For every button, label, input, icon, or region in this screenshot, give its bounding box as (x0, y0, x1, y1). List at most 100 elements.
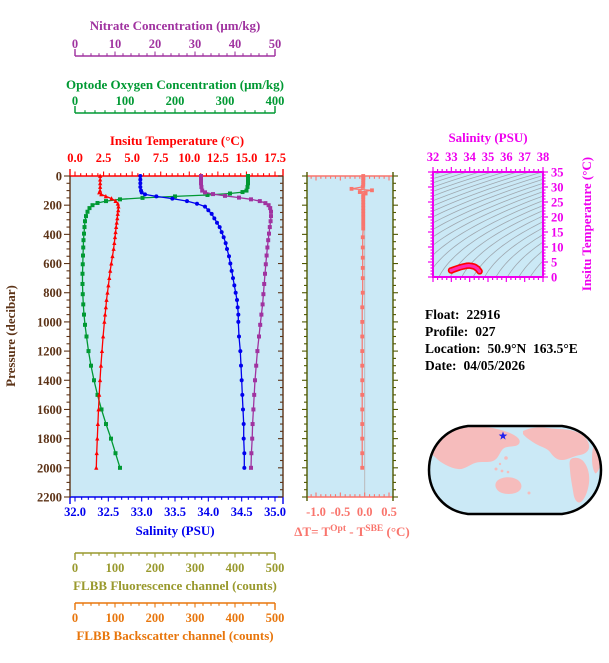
data-marker (361, 203, 366, 208)
axis-tick-label: 100 (106, 561, 125, 575)
data-marker (360, 363, 365, 368)
data-marker (199, 184, 204, 189)
axis-tick-label: 32 (427, 150, 440, 164)
axis-tick-label: 1400 (37, 374, 62, 388)
axis-tick-label: 500 (266, 611, 285, 625)
isopycnal-contour (433, 186, 543, 238)
axis-tick-label: 0 (72, 611, 78, 625)
data-marker (103, 193, 108, 199)
data-marker (360, 290, 365, 295)
data-marker (203, 190, 207, 195)
map-landmass (523, 427, 590, 460)
data-marker (109, 261, 114, 266)
data-marker (266, 238, 271, 243)
data-marker (81, 238, 86, 243)
data-marker (99, 407, 104, 412)
float-info-line: Date: 04/05/2026 (425, 358, 525, 373)
float-info-line: Profile: 027 (425, 324, 496, 339)
axis-tick-label: 33.5 (164, 505, 186, 519)
delta-t-title-part: (°C) (383, 524, 410, 539)
axis-tick-label: 12.5 (207, 151, 229, 165)
data-marker (246, 181, 250, 186)
data-marker (254, 363, 259, 368)
data-marker (82, 312, 86, 317)
map-outline (427, 424, 603, 516)
ts-curve (449, 264, 482, 273)
data-marker (80, 281, 85, 286)
data-marker (83, 219, 87, 224)
data-marker (266, 203, 271, 208)
data-marker (361, 222, 366, 227)
data-marker (115, 215, 120, 221)
data-marker (225, 246, 229, 251)
data-marker (110, 253, 115, 259)
data-marker (99, 348, 105, 353)
data-marker (105, 290, 110, 295)
axis-tick-label: 600 (43, 257, 62, 271)
data-marker (253, 378, 257, 383)
data-marker (361, 178, 366, 183)
data-marker (97, 189, 102, 195)
data-marker (260, 302, 265, 307)
data-marker (223, 193, 227, 198)
data-marker (231, 276, 235, 281)
data-marker (249, 465, 253, 470)
data-marker (361, 195, 366, 200)
data-marker (81, 302, 86, 307)
bottom-scale-bars: 0 100 200 300 400 500 FLBB Fluorescence chann… (72, 552, 285, 643)
map-island (506, 470, 510, 474)
data-marker (138, 177, 143, 182)
isopycnal-contour (433, 172, 543, 212)
data-marker (96, 406, 101, 412)
data-marker (99, 191, 104, 197)
axis-tick-label: 1200 (37, 345, 62, 359)
axis-tick-label: 7.5 (153, 151, 169, 165)
data-marker (85, 209, 90, 214)
axis-tick-label: 10.0 (178, 151, 200, 165)
axis-tick-label: 0 (72, 37, 78, 51)
data-marker (101, 334, 106, 339)
axis-tick-label: 0.0 (357, 505, 373, 519)
axis-tick-label: 200 (146, 611, 165, 625)
data-marker (360, 407, 365, 412)
data-marker (237, 195, 241, 200)
isopycnal-contour (433, 175, 541, 218)
axis-tick-label: 300 (186, 611, 205, 625)
data-marker (94, 450, 99, 456)
data-marker (114, 224, 119, 229)
data-marker (257, 199, 262, 204)
data-marker (261, 292, 266, 297)
delta-t-title-sup: SBE (365, 524, 383, 534)
data-marker (360, 255, 365, 260)
data-marker (212, 216, 217, 221)
data-marker (195, 201, 199, 206)
data-marker (102, 319, 107, 324)
data-marker (239, 363, 243, 368)
data-marker (219, 230, 224, 235)
data-marker (361, 176, 366, 181)
axis-tick-label: 5 (551, 256, 557, 270)
data-marker (360, 451, 365, 456)
data-marker (116, 207, 121, 213)
data-marker (89, 363, 93, 368)
data-marker (265, 245, 270, 250)
axis-tick-label: 34.5 (231, 505, 253, 519)
axis-tick-label: 100 (106, 611, 125, 625)
data-marker (360, 235, 365, 240)
data-marker (361, 206, 366, 210)
data-marker (199, 177, 203, 182)
isopycnal-contour (433, 200, 543, 269)
data-marker (98, 180, 103, 186)
data-marker (236, 319, 241, 324)
data-marker (258, 322, 263, 327)
location-label: Location: (425, 341, 481, 356)
data-marker (104, 297, 109, 302)
axis-tick-label: 0 (72, 94, 78, 108)
data-marker (264, 253, 269, 258)
data-marker (82, 225, 87, 230)
map-island (498, 462, 502, 466)
data-marker (211, 192, 215, 197)
data-marker (252, 392, 257, 397)
data-marker (249, 197, 253, 202)
